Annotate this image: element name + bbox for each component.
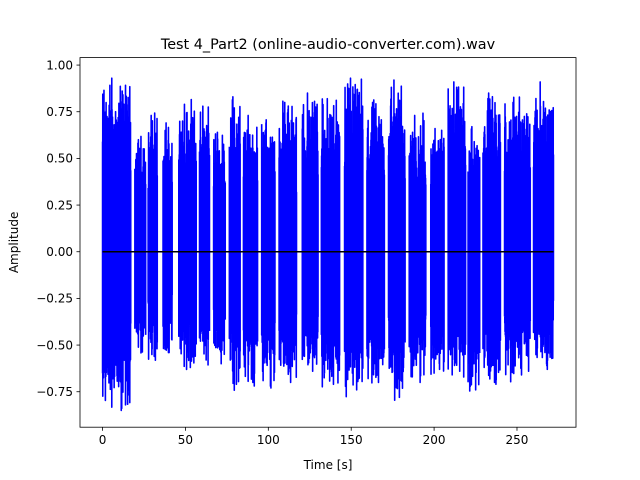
x-tick-label: 200 bbox=[423, 433, 446, 447]
signal-burst-11 bbox=[301, 92, 319, 372]
y-tick-label: 0.50 bbox=[46, 152, 73, 166]
x-axis-label: Time [s] bbox=[303, 458, 353, 472]
signal-burst-12 bbox=[320, 97, 341, 388]
y-tick-label: −0.50 bbox=[36, 338, 73, 352]
signal-burst-21 bbox=[503, 96, 532, 383]
signal-burst-17 bbox=[429, 127, 445, 375]
signal-burst-2 bbox=[147, 112, 159, 362]
y-tick-label: −0.25 bbox=[36, 292, 73, 306]
signal-burst-14 bbox=[366, 99, 386, 384]
signal-burst-22 bbox=[532, 81, 555, 371]
y-tick-label: −0.75 bbox=[36, 385, 73, 399]
x-tick-label: 50 bbox=[178, 433, 193, 447]
signal-burst-15 bbox=[387, 79, 406, 402]
signal-burst-7 bbox=[228, 96, 241, 392]
x-axis-ticks: 0 50 100 150 200 250 bbox=[99, 427, 529, 447]
signal-burst-6 bbox=[212, 131, 227, 365]
signal-burst-9 bbox=[260, 119, 276, 389]
x-tick-label: 100 bbox=[257, 433, 280, 447]
y-axis-ticks: −0.75 −0.50 −0.25 0.00 0.25 0.50 0.75 1.00 bbox=[36, 58, 80, 399]
signal-burst-20 bbox=[482, 92, 502, 386]
y-axis-label: Amplitude bbox=[7, 212, 21, 274]
signal-burst-5 bbox=[198, 105, 211, 366]
y-tick-label: 0.00 bbox=[46, 245, 73, 259]
x-tick-label: 150 bbox=[340, 433, 363, 447]
x-tick-label: 250 bbox=[506, 433, 529, 447]
x-tick-label: 0 bbox=[99, 433, 107, 447]
signal-burst-4 bbox=[178, 98, 198, 371]
signal-burst-1 bbox=[134, 135, 147, 354]
signal-burst-0 bbox=[101, 77, 132, 412]
signal-burst-8 bbox=[242, 114, 259, 387]
y-tick-label: 0.75 bbox=[46, 105, 73, 119]
signal-burst-18 bbox=[447, 81, 467, 378]
y-tick-label: 1.00 bbox=[46, 58, 73, 72]
signal-burst-3 bbox=[162, 122, 173, 354]
signal-burst-10 bbox=[278, 100, 298, 384]
signal-burst-13 bbox=[343, 77, 364, 398]
chart-title: Test 4_Part2 (online-audio-converter.com… bbox=[160, 37, 496, 53]
signal-burst-19 bbox=[467, 125, 481, 392]
plot-frame bbox=[79, 57, 577, 428]
signal-layer bbox=[101, 77, 555, 412]
y-tick-label: 0.25 bbox=[46, 198, 73, 212]
